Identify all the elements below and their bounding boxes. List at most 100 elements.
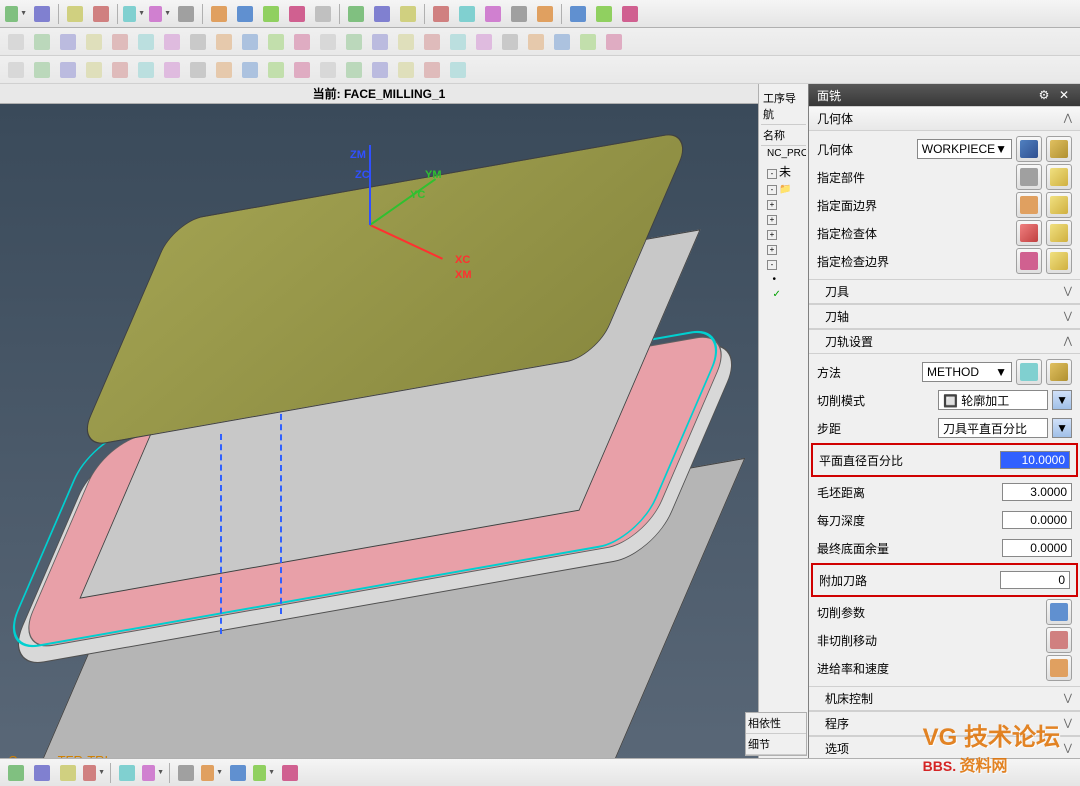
tb-btn[interactable]	[134, 30, 158, 54]
tb-btn[interactable]	[446, 30, 470, 54]
tb-btn[interactable]	[420, 58, 444, 82]
spec-check-bnd-button[interactable]	[1016, 248, 1042, 274]
tb-btn[interactable]	[186, 30, 210, 54]
tb-btn[interactable]	[82, 58, 106, 82]
tb-btn[interactable]	[344, 2, 368, 26]
tb-btn[interactable]	[368, 58, 392, 82]
spec-face-button[interactable]	[1016, 192, 1042, 218]
tb-btn[interactable]: ▼	[4, 2, 28, 26]
section-geometry[interactable]: 几何体 ⋀	[809, 107, 1080, 131]
tb-btn[interactable]	[56, 58, 80, 82]
tb-btn[interactable]	[226, 761, 250, 785]
tb-btn[interactable]: ▼	[122, 2, 146, 26]
tb-btn[interactable]	[420, 30, 444, 54]
method-wrench-button[interactable]	[1046, 359, 1072, 385]
tb-btn[interactable]	[524, 30, 548, 54]
tb-btn[interactable]	[290, 58, 314, 82]
tb-btn[interactable]	[285, 2, 309, 26]
tb-btn[interactable]	[592, 2, 616, 26]
tb-btn[interactable]	[342, 30, 366, 54]
tb-btn[interactable]	[30, 2, 54, 26]
tb-btn[interactable]	[370, 2, 394, 26]
close-icon[interactable]: ✕	[1056, 87, 1072, 103]
tb-btn[interactable]	[394, 30, 418, 54]
tb-btn[interactable]	[89, 2, 113, 26]
tb-btn[interactable]	[233, 2, 257, 26]
spec-check-bnd-display[interactable]	[1046, 248, 1072, 274]
geometry-body-dropdown[interactable]: WORKPIECE▼	[917, 139, 1012, 159]
add-pass-input[interactable]	[1000, 571, 1070, 589]
cut-mode-dropdown[interactable]: 🔲 轮廓加工	[938, 390, 1048, 410]
tb-btn[interactable]	[481, 2, 505, 26]
tb-btn[interactable]	[212, 58, 236, 82]
spec-part-display[interactable]	[1046, 164, 1072, 190]
tb-btn[interactable]	[566, 2, 590, 26]
tb-btn[interactable]	[82, 30, 106, 54]
tb-btn[interactable]	[30, 58, 54, 82]
tb-btn[interactable]: ▼	[82, 761, 106, 785]
tb-btn[interactable]	[429, 2, 453, 26]
tb-btn[interactable]	[207, 2, 231, 26]
section-tool[interactable]: 刀具 ⋁	[809, 280, 1080, 304]
wrench-button[interactable]	[1046, 136, 1072, 162]
section-mc-control[interactable]: 机床控制⋁	[809, 687, 1080, 711]
tb-btn[interactable]	[134, 58, 158, 82]
tree-item-active[interactable]: ✓	[761, 287, 806, 302]
tb-btn[interactable]	[446, 58, 470, 82]
final-floor-input[interactable]	[1002, 539, 1072, 557]
tb-btn[interactable]	[30, 30, 54, 54]
flat-dia-pct-input[interactable]	[1000, 451, 1070, 469]
tb-btn[interactable]	[212, 30, 236, 54]
tb-btn[interactable]	[4, 30, 28, 54]
tb-btn[interactable]	[63, 2, 87, 26]
tb-btn[interactable]	[316, 30, 340, 54]
tb-btn[interactable]	[174, 761, 198, 785]
noncut-move-button[interactable]	[1046, 627, 1072, 653]
spec-check-display[interactable]	[1046, 220, 1072, 246]
tree-item[interactable]: -📁	[761, 182, 806, 197]
dependency-header[interactable]: 相依性	[746, 713, 806, 734]
tb-btn[interactable]	[4, 58, 28, 82]
tb-btn[interactable]	[56, 761, 80, 785]
tb-btn[interactable]: ▼	[141, 761, 165, 785]
tb-btn[interactable]	[507, 2, 531, 26]
tb-btn[interactable]	[160, 58, 184, 82]
blank-dist-input[interactable]	[1002, 483, 1072, 501]
cut-params-button[interactable]	[1046, 599, 1072, 625]
spec-face-display[interactable]	[1046, 192, 1072, 218]
viewport-3d[interactable]: XC XM YM YC ZM ZC Camera TFR-TRI	[0, 104, 758, 784]
tb-btn[interactable]	[394, 58, 418, 82]
tb-btn[interactable]	[533, 2, 557, 26]
spec-part-button[interactable]	[1016, 164, 1042, 190]
tb-btn[interactable]	[498, 30, 522, 54]
tb-btn[interactable]	[238, 30, 262, 54]
settings-icon[interactable]: ⚙	[1036, 87, 1052, 103]
tb-btn[interactable]	[602, 30, 626, 54]
tb-btn[interactable]	[342, 58, 366, 82]
tree-item[interactable]: -	[761, 257, 806, 272]
spec-check-button[interactable]	[1016, 220, 1042, 246]
tb-btn[interactable]	[550, 30, 574, 54]
tb-btn[interactable]	[108, 30, 132, 54]
step-dropdown[interactable]: 刀具平直百分比	[938, 418, 1048, 438]
method-edit-button[interactable]	[1016, 359, 1042, 385]
tb-btn[interactable]	[259, 2, 283, 26]
tb-btn[interactable]	[56, 30, 80, 54]
tb-btn[interactable]	[396, 2, 420, 26]
cut-mode-dd-arrow[interactable]: ▼	[1052, 390, 1072, 410]
tb-btn[interactable]	[238, 58, 262, 82]
tree-item[interactable]: +	[761, 242, 806, 257]
section-tool-axis[interactable]: 刀轴 ⋁	[809, 305, 1080, 329]
tb-btn[interactable]	[290, 30, 314, 54]
tb-btn[interactable]	[264, 58, 288, 82]
tb-btn[interactable]	[174, 2, 198, 26]
tb-btn[interactable]	[278, 761, 302, 785]
tb-btn[interactable]	[4, 761, 28, 785]
tree-item[interactable]: -未	[761, 161, 806, 182]
tb-btn[interactable]	[160, 30, 184, 54]
select-body-button[interactable]	[1016, 136, 1042, 162]
tb-btn[interactable]	[264, 30, 288, 54]
tree-item[interactable]: +	[761, 197, 806, 212]
detail-header[interactable]: 细节	[746, 734, 806, 755]
tree-root[interactable]: NC_PROGR	[761, 146, 806, 161]
